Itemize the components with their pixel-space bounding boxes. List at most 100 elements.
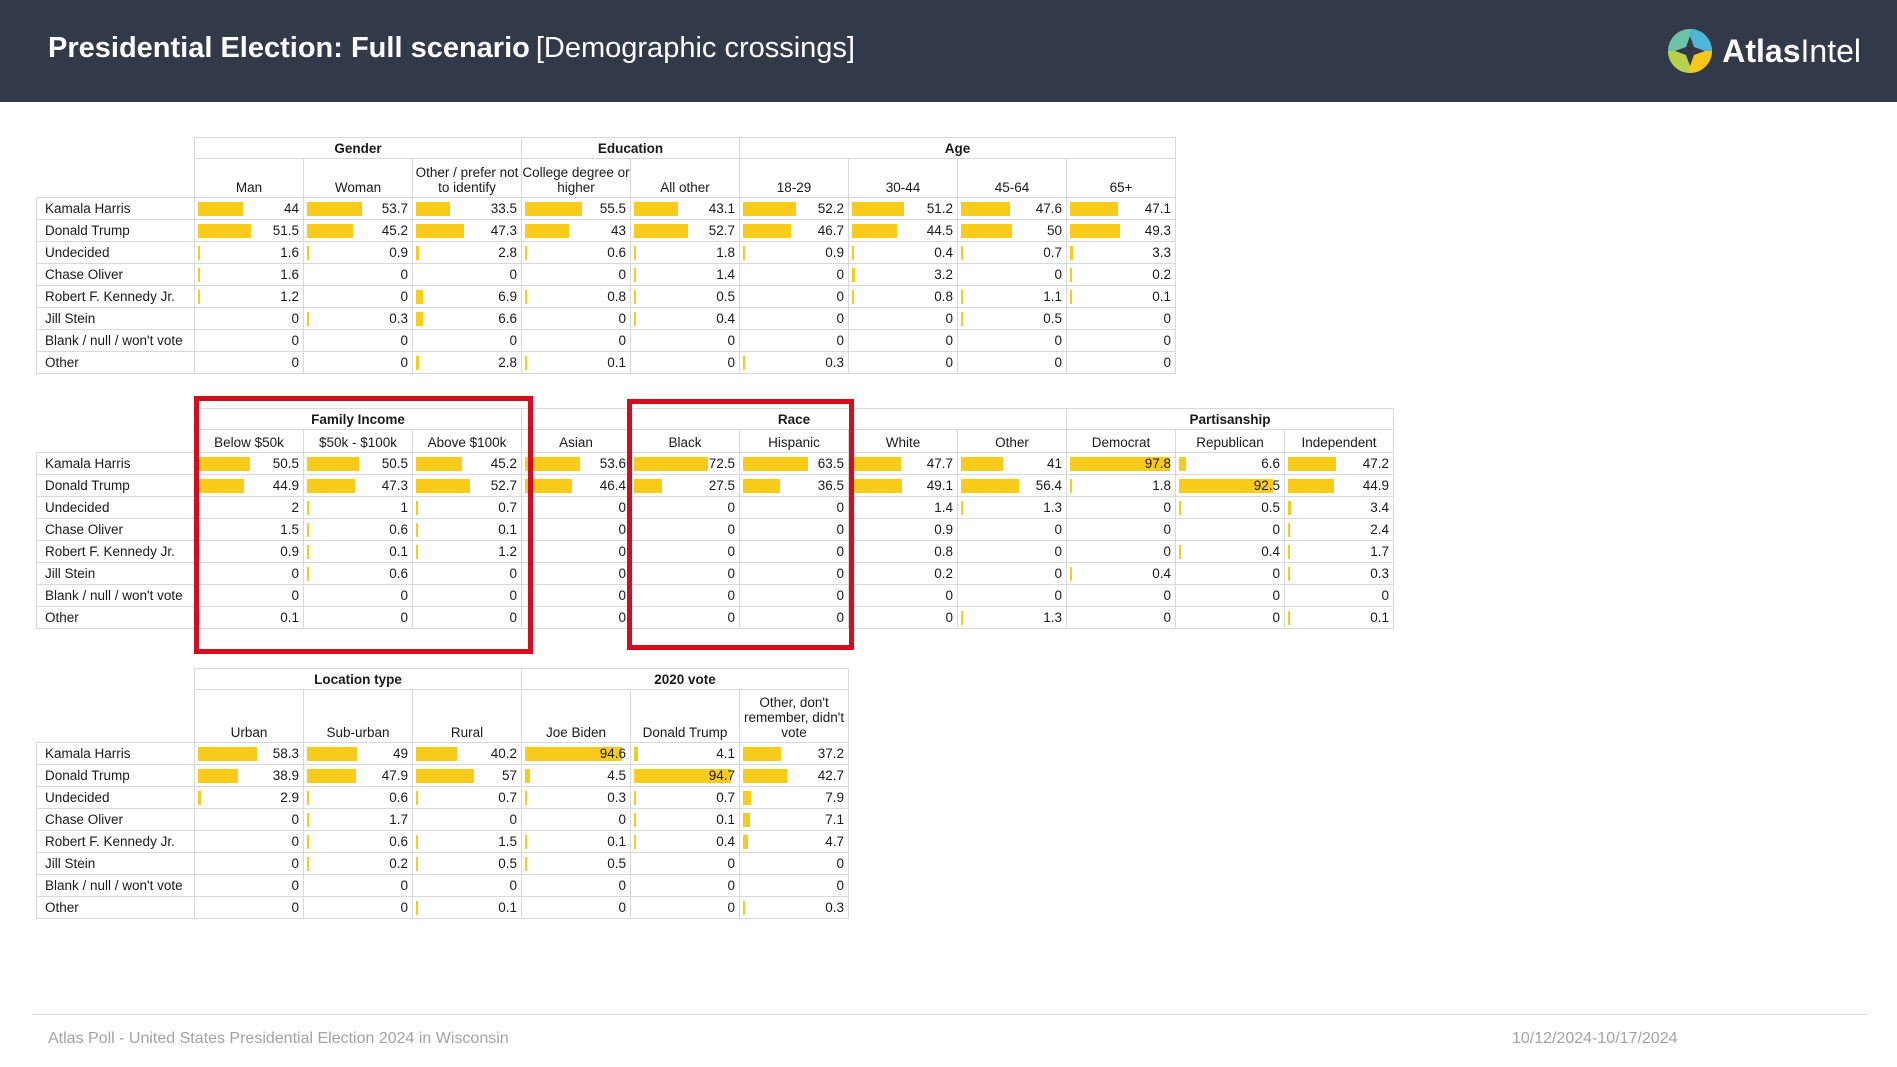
value-cell: 6.6 — [1175, 452, 1286, 475]
row-label-donald-trump: Donald Trump — [36, 219, 195, 242]
value-number: 0 — [400, 289, 408, 304]
value-number: 0 — [291, 812, 299, 827]
value-number: 0 — [509, 878, 518, 893]
table-row: Chase Oliver 0 1.7 0 0 0.1 7.1 — [36, 808, 850, 831]
value-bar — [198, 769, 238, 783]
row-label-other: Other — [36, 606, 195, 629]
value-bar — [307, 769, 356, 783]
value-cell: 0.2 — [303, 852, 413, 875]
value-bar — [852, 202, 905, 216]
value-number: 1.2 — [498, 544, 518, 559]
column-header-college-degree-or-higher: College degree or higher — [521, 158, 632, 198]
value-cell: 0 — [957, 540, 1068, 563]
value-cell: 38.9 — [194, 764, 304, 787]
value-bar — [525, 246, 528, 260]
value-number: 40.2 — [490, 746, 518, 761]
value-number: 0.8 — [607, 289, 627, 304]
value-number: 0 — [291, 900, 299, 915]
value-bar — [416, 457, 463, 471]
value-number: 42.7 — [817, 768, 845, 783]
value-number: 94.6 — [599, 746, 627, 761]
value-cell: 1.1 — [957, 285, 1068, 308]
value-number: 0 — [618, 588, 627, 603]
value-cell: 0 — [848, 351, 959, 374]
column-header-18-29: 18-29 — [739, 158, 850, 198]
value-cell: 0 — [303, 263, 413, 286]
value-cell: 4.7 — [739, 830, 850, 853]
group-header-partisanship: Partisanship — [1066, 408, 1395, 430]
value-cell: 42.7 — [739, 764, 850, 787]
value-cell: 0.1 — [521, 351, 632, 374]
value-cell: 0 — [521, 307, 632, 330]
logo-text-rest: Intel — [1800, 32, 1861, 69]
value-bar — [1070, 224, 1121, 238]
value-number: 0.3 — [825, 900, 845, 915]
table-row: Robert F. Kennedy Jr. 1.2 0 6.9 0.8 0.5 0 0.8 1.… — [36, 285, 1177, 308]
value-bar — [307, 224, 354, 238]
value-number: 0 — [945, 333, 954, 348]
table-row: Donald Trump 38.9 47.9 57 4.5 94.7 42.7 — [36, 764, 850, 787]
value-number: 7.1 — [825, 812, 845, 827]
value-bar — [198, 523, 200, 537]
row-label-donald-trump: Donald Trump — [36, 764, 195, 787]
column-header-man: Man — [194, 158, 304, 198]
value-number: 0 — [945, 355, 954, 370]
value-number: 0 — [291, 588, 299, 603]
value-bar — [307, 857, 309, 871]
value-number: 0 — [509, 333, 518, 348]
value-bar — [743, 246, 746, 260]
value-bar — [1070, 479, 1073, 493]
value-number: 0 — [618, 267, 627, 282]
value-number: 0.6 — [389, 790, 408, 805]
value-number: 0.7 — [1043, 245, 1063, 260]
value-number: 0 — [400, 588, 408, 603]
value-number: 50.5 — [381, 456, 408, 471]
logo-text-bold: Atlas — [1722, 32, 1801, 69]
row-label-chase-oliver: Chase Oliver — [36, 808, 195, 831]
value-bar — [1288, 501, 1292, 515]
value-cell: 57 — [411, 764, 523, 787]
value-bar — [307, 813, 309, 827]
value-cell: 0 — [194, 852, 304, 875]
value-number: 49.1 — [926, 478, 954, 493]
value-cell: 63.5 — [739, 452, 850, 475]
value-cell: 0.4 — [630, 307, 741, 330]
value-number: 33.5 — [490, 201, 518, 216]
value-cell: 0 — [848, 307, 959, 330]
value-bar — [743, 747, 781, 761]
value-cell: 0 — [521, 874, 632, 897]
value-cell: 40.2 — [411, 742, 523, 765]
empty-corner — [36, 689, 195, 743]
value-number: 1.4 — [934, 500, 954, 515]
value-cell: 0.1 — [411, 896, 523, 919]
value-cell: 3.2 — [848, 263, 959, 286]
value-number: 0 — [836, 610, 845, 625]
group-header-education: Education — [521, 137, 741, 159]
value-bar — [1288, 479, 1334, 493]
table-row: Jill Stein 0 0.3 6.6 0 0.4 0 0 0.5 0 — [36, 307, 1177, 330]
value-number: 0 — [836, 544, 845, 559]
value-cell: 0.5 — [957, 307, 1068, 330]
value-number: 0 — [1054, 588, 1063, 603]
column-header-65: 65+ — [1066, 158, 1177, 198]
value-bar — [416, 312, 423, 326]
row-label-blank-null-won-t-vote: Blank / null / won't vote — [36, 874, 195, 897]
value-number: 0.2 — [1152, 267, 1172, 282]
value-number: 0 — [618, 610, 627, 625]
table-row: Other 0.1 0 0 0 0 0 0 1.3 0 0 0.1 — [36, 606, 1395, 629]
value-cell: 0 — [848, 329, 959, 352]
value-cell: 0 — [1284, 584, 1395, 607]
value-number: 0 — [945, 311, 954, 326]
value-number: 0 — [400, 333, 408, 348]
column-header-asian: Asian — [521, 429, 632, 453]
value-cell: 49 — [303, 742, 413, 765]
value-number: 0 — [291, 566, 299, 581]
value-cell: 0.7 — [630, 786, 741, 809]
row-label-undecided: Undecided — [36, 496, 195, 519]
value-number: 0.4 — [934, 245, 954, 260]
value-bar — [1288, 567, 1291, 581]
value-number: 0 — [727, 588, 736, 603]
value-number: 0.1 — [389, 544, 408, 559]
value-bar — [307, 479, 356, 493]
table-row: Jill Stein 0 0.2 0.5 0.5 0 0 — [36, 852, 850, 875]
